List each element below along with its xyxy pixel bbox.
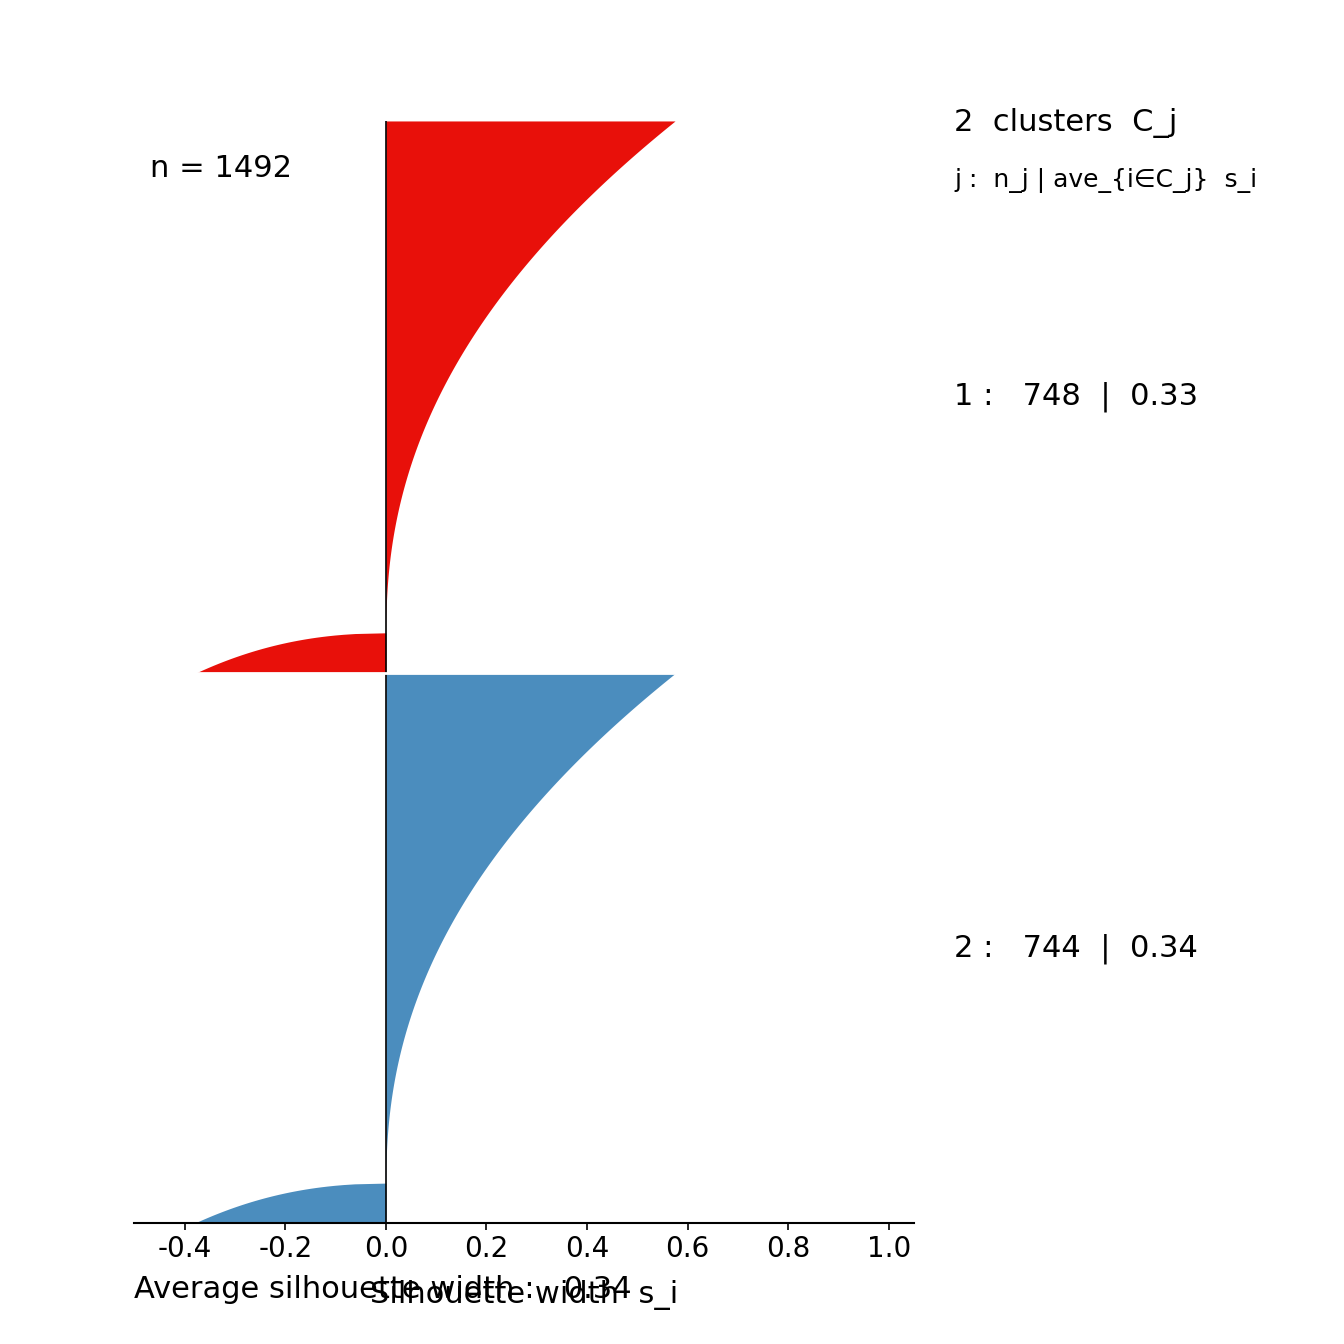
Text: 2 :   744  |  0.34: 2 : 744 | 0.34: [954, 933, 1198, 964]
Text: 2  clusters  C_j: 2 clusters C_j: [954, 108, 1177, 137]
Text: j :  n_j | ave_{i∈C_j}  s_i: j : n_j | ave_{i∈C_j} s_i: [954, 168, 1258, 194]
Text: n = 1492: n = 1492: [151, 155, 292, 183]
X-axis label: Silhouette width  s_i: Silhouette width s_i: [370, 1279, 679, 1309]
Text: Average silhouette width :   0.34: Average silhouette width : 0.34: [134, 1274, 632, 1304]
Text: 1 :   748  |  0.33: 1 : 748 | 0.33: [954, 382, 1199, 413]
